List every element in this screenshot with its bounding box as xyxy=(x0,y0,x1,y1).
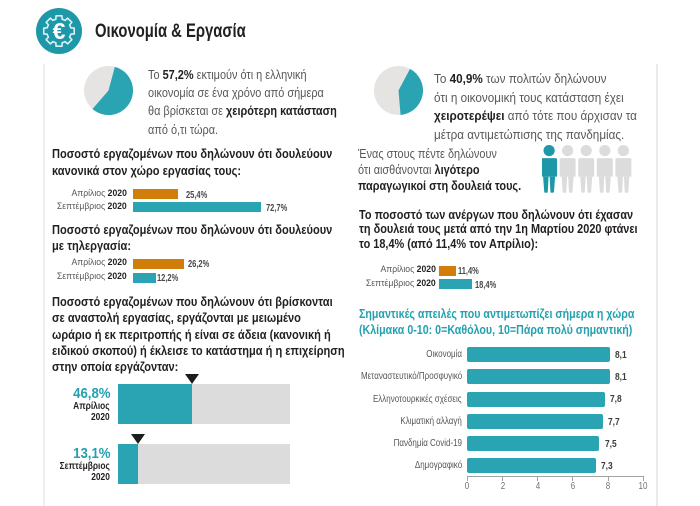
svg-text:€: € xyxy=(53,18,66,44)
